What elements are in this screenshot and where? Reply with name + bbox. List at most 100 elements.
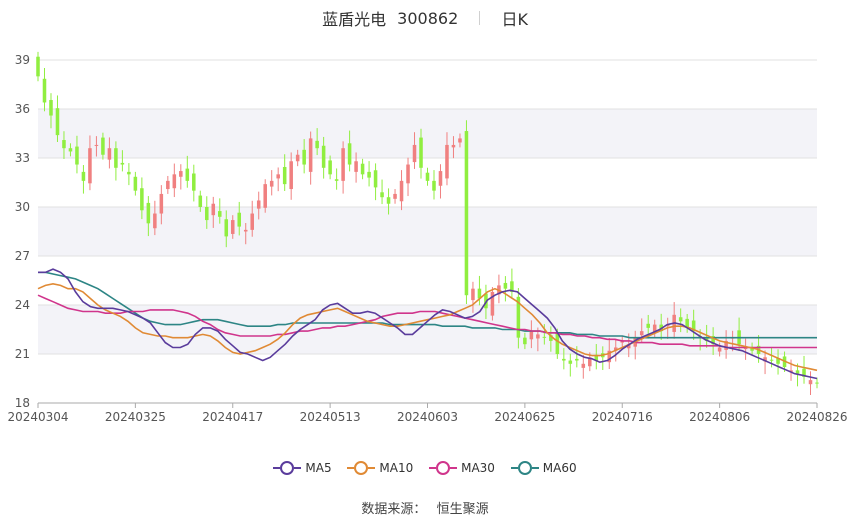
grid-band xyxy=(38,207,817,256)
chart-title: 蓝盾光电 300862 日K xyxy=(0,6,850,30)
legend-item-ma10[interactable]: MA10 xyxy=(347,461,413,475)
candle-body xyxy=(42,78,47,103)
candle-body xyxy=(133,176,138,191)
candle-body xyxy=(302,149,306,165)
legend-item-ma60[interactable]: MA60 xyxy=(510,461,577,475)
candle-body xyxy=(166,180,170,190)
source-label: 数据来源： xyxy=(361,502,427,517)
candle-body xyxy=(568,360,573,364)
legend-item-ma5[interactable]: MA5 xyxy=(273,461,332,475)
stock-code: 300862 xyxy=(397,8,459,28)
candle-body xyxy=(763,357,767,362)
candle-body xyxy=(399,180,404,202)
candle-body xyxy=(373,170,378,188)
candle-body xyxy=(276,174,280,179)
candle-body xyxy=(445,144,449,179)
candle-body xyxy=(68,148,73,152)
candle-body xyxy=(691,320,696,332)
candle-body xyxy=(243,229,248,232)
candle-body xyxy=(516,296,521,338)
candle-body xyxy=(776,358,780,364)
candle-body xyxy=(523,337,527,345)
candle-body xyxy=(808,380,813,385)
candle-body xyxy=(146,202,151,224)
y-tick-label: 39 xyxy=(15,53,30,67)
candle-body xyxy=(55,108,60,136)
ma30-line xyxy=(37,294,817,349)
candle-body xyxy=(471,288,475,301)
candle-body xyxy=(354,161,358,172)
candle-body xyxy=(795,370,800,374)
x-tick-label: 20240806 xyxy=(689,410,750,424)
candle-body xyxy=(250,213,254,230)
candle-body xyxy=(192,173,196,191)
y-tick-label: 36 xyxy=(15,102,30,116)
candle-body xyxy=(308,138,313,172)
candle-body xyxy=(211,203,216,216)
candle-body xyxy=(458,138,462,143)
candle-body xyxy=(588,357,592,367)
candle-body xyxy=(120,162,125,165)
legend-item-ma30[interactable]: MA30 xyxy=(429,461,495,475)
x-tick-label: 20240625 xyxy=(494,410,555,424)
x-tick-label: 20240826 xyxy=(786,410,847,424)
candle-body xyxy=(205,207,209,221)
candle-body xyxy=(386,197,391,204)
candle-body xyxy=(542,336,547,338)
candle-body xyxy=(639,331,644,336)
candle-body xyxy=(815,382,819,384)
candle-body xyxy=(360,163,365,175)
source-name: 恒生聚源 xyxy=(436,502,489,517)
candle-body xyxy=(412,144,417,163)
y-tick-label: 30 xyxy=(15,200,30,214)
candle-body xyxy=(224,219,229,237)
candle-body xyxy=(153,213,157,229)
candle-body xyxy=(127,171,131,175)
legend-label-ma60: MA60 xyxy=(542,461,577,475)
y-tick-label: 27 xyxy=(15,249,30,263)
candle-body xyxy=(555,333,560,354)
candle-body xyxy=(393,193,397,199)
candle-body xyxy=(94,144,99,146)
candle-body xyxy=(36,56,40,77)
legend-marker-ma30 xyxy=(436,461,451,475)
x-tick-label: 20240513 xyxy=(300,410,361,424)
legend-marker-ma10 xyxy=(354,461,369,475)
period-label: 日K xyxy=(501,10,528,29)
candle-body xyxy=(295,154,300,162)
candle-body xyxy=(490,291,495,316)
candle-body xyxy=(438,171,443,186)
candle-body xyxy=(711,336,715,345)
candle-body xyxy=(678,317,683,322)
candle-body xyxy=(562,358,566,361)
candle-body xyxy=(289,161,293,190)
candle-body xyxy=(419,137,423,168)
candle-body xyxy=(510,281,514,292)
title-divider xyxy=(479,11,481,25)
moving-average-lines xyxy=(37,268,818,380)
x-tick-label: 20240716 xyxy=(592,410,653,424)
candle-body xyxy=(581,363,586,368)
candle-body xyxy=(626,344,631,349)
candle-body xyxy=(101,137,105,155)
candle-body xyxy=(536,334,540,339)
y-tick-label: 18 xyxy=(15,396,30,410)
candle-body xyxy=(750,347,754,351)
candle-body xyxy=(347,143,352,165)
legend-label-ma30: MA30 xyxy=(461,461,495,475)
candle-body xyxy=(341,148,345,181)
candle-body xyxy=(406,164,410,184)
x-tick-label: 20240603 xyxy=(397,410,458,424)
candle-body xyxy=(62,140,66,149)
candle-body xyxy=(172,174,177,189)
y-tick-label: 24 xyxy=(15,298,30,312)
candle-body xyxy=(425,172,430,181)
candle-body xyxy=(198,195,203,207)
ma5-line xyxy=(38,268,818,380)
legend-label-ma10: MA10 xyxy=(379,461,414,475)
x-tick-label: 20240417 xyxy=(202,410,263,424)
candle-body xyxy=(789,370,793,372)
candle-body xyxy=(88,148,92,184)
candle-body xyxy=(282,166,287,185)
